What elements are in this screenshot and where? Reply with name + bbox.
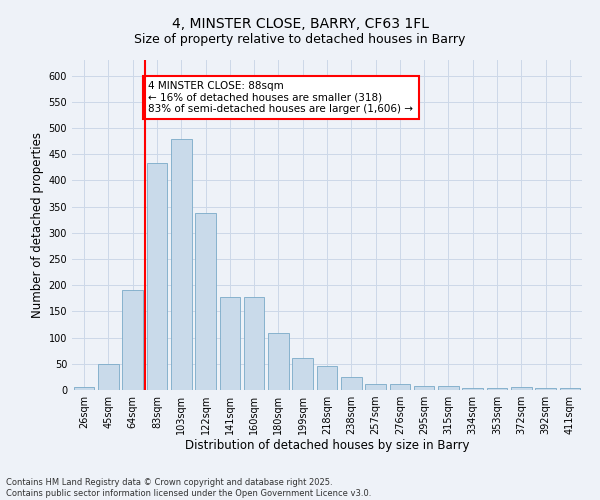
Text: 4, MINSTER CLOSE, BARRY, CF63 1FL: 4, MINSTER CLOSE, BARRY, CF63 1FL <box>172 18 428 32</box>
Y-axis label: Number of detached properties: Number of detached properties <box>31 132 44 318</box>
Bar <box>146 163 167 390</box>
Bar <box>438 386 459 390</box>
Bar <box>341 377 362 390</box>
Bar <box>268 334 289 390</box>
Bar <box>365 384 386 390</box>
Bar <box>244 297 265 390</box>
Bar <box>195 213 216 390</box>
Bar <box>535 388 556 390</box>
Bar <box>171 138 191 390</box>
Bar <box>560 388 580 390</box>
Text: Size of property relative to detached houses in Barry: Size of property relative to detached ho… <box>134 32 466 46</box>
Bar <box>463 388 483 390</box>
Text: Contains HM Land Registry data © Crown copyright and database right 2025.
Contai: Contains HM Land Registry data © Crown c… <box>6 478 371 498</box>
Bar <box>98 364 119 390</box>
Bar <box>389 384 410 390</box>
Bar <box>414 386 434 390</box>
X-axis label: Distribution of detached houses by size in Barry: Distribution of detached houses by size … <box>185 438 469 452</box>
Bar <box>487 388 508 390</box>
Bar <box>74 388 94 390</box>
Bar <box>220 297 240 390</box>
Bar <box>317 366 337 390</box>
Bar <box>122 290 143 390</box>
Bar <box>511 388 532 390</box>
Bar <box>292 358 313 390</box>
Text: 4 MINSTER CLOSE: 88sqm
← 16% of detached houses are smaller (318)
83% of semi-de: 4 MINSTER CLOSE: 88sqm ← 16% of detached… <box>149 81 413 114</box>
